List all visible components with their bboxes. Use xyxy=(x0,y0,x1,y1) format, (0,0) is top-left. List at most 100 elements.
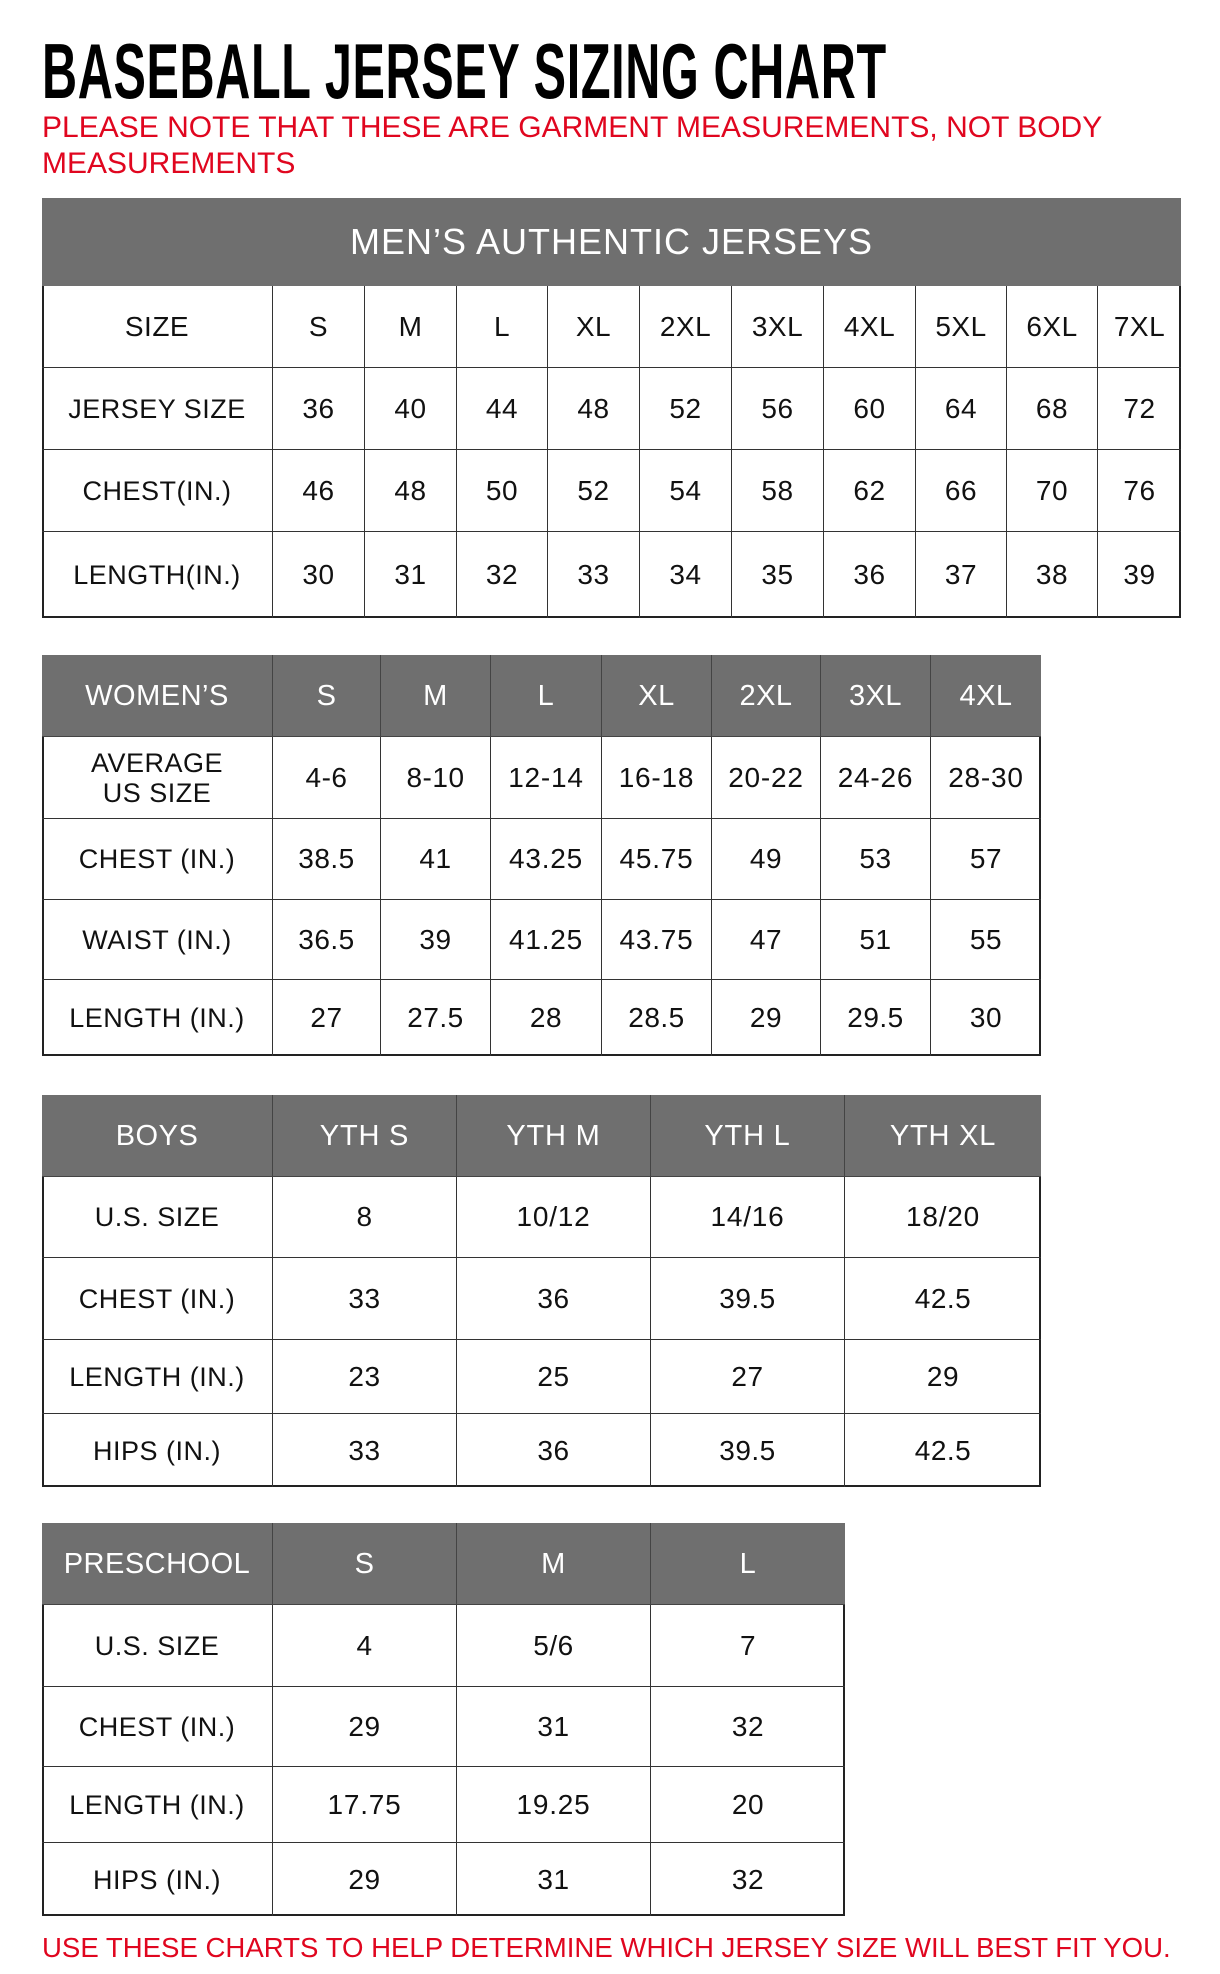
size-header-cell: S xyxy=(273,1523,457,1605)
table-cell: 27 xyxy=(273,980,381,1056)
table-cell: 53 xyxy=(821,819,931,900)
table-cell: 29 xyxy=(712,980,821,1056)
table-cell: 54 xyxy=(640,450,732,532)
table-cell: 32 xyxy=(651,1687,845,1767)
row-label: LENGTH (IN.) xyxy=(42,980,273,1056)
table-cell: 32 xyxy=(731,1863,765,1895)
table-cell: 43.25 xyxy=(491,819,602,900)
table-cell: 51 xyxy=(821,900,931,980)
size-header-cell: L xyxy=(457,286,548,368)
size-header-cell: XL xyxy=(548,286,640,368)
table-cell: 31 xyxy=(457,1687,651,1767)
table-cell: 52 xyxy=(640,368,732,450)
mens-size-table: MEN’S AUTHENTIC JERSEYS SIZE S M L XL 2XL 3XL 4X… xyxy=(42,198,1181,618)
table-cell: 39 xyxy=(1123,559,1156,590)
table-cell: 20 xyxy=(651,1767,845,1843)
table-cell: 28.5 xyxy=(602,980,712,1056)
table-cell: 48 xyxy=(365,450,457,532)
table-cell: 31 xyxy=(457,1843,651,1916)
mens-table-caption: MEN’S AUTHENTIC JERSEYS xyxy=(42,198,1181,286)
table-cell: 40 xyxy=(365,368,457,450)
table-cell: 36 xyxy=(273,368,365,450)
table-cell: 28 xyxy=(491,980,602,1056)
header-label: WOMEN’S xyxy=(42,655,273,737)
table-cell: 16-18 xyxy=(602,737,712,819)
table-cell: 33 xyxy=(273,1414,457,1487)
table-cell: 33 xyxy=(548,532,640,618)
page-title: BASEBALL JERSEY SIZING CHART xyxy=(42,27,887,115)
size-header-cell: 4XL xyxy=(824,286,916,368)
table-cell: 28-30 xyxy=(931,737,1041,819)
table-cell: 57 xyxy=(931,819,1041,900)
size-header-cell: 3XL xyxy=(821,655,931,737)
table-cell: 12-14 xyxy=(491,737,602,819)
table-cell: 29 xyxy=(273,1843,457,1916)
size-header-cell: 6XL xyxy=(1007,286,1098,368)
table-cell: 39.5 xyxy=(651,1258,845,1340)
header-label: SIZE xyxy=(42,286,273,368)
table-cell: 41 xyxy=(381,819,491,900)
table-cell: 43.75 xyxy=(602,900,712,980)
table-cell: 64 xyxy=(916,368,1007,450)
table-cell: 8 xyxy=(273,1177,457,1258)
table-cell: 20-22 xyxy=(712,737,821,819)
row-label: AVERAGE US SIZE xyxy=(42,737,273,819)
table-cell: 30 xyxy=(969,1002,1003,1033)
table-cell: 72 xyxy=(1098,368,1181,450)
size-header-cell: 4XL xyxy=(931,655,1041,737)
size-header-cell: 7XL xyxy=(1098,286,1181,368)
table-cell: 4-6 xyxy=(273,737,381,819)
row-label: CHEST (IN.) xyxy=(42,1258,273,1340)
table-cell: 8-10 xyxy=(381,737,491,819)
table-cell: 39.5 xyxy=(651,1414,845,1487)
table-cell: 29 xyxy=(273,1687,457,1767)
row-label: HIPS (IN.) xyxy=(42,1414,273,1487)
table-cell: 4 xyxy=(273,1605,457,1687)
table-cell: 29 xyxy=(845,1340,1041,1414)
table-cell: 25 xyxy=(457,1340,651,1414)
size-header-cell: XL xyxy=(602,655,712,737)
table-cell: 33 xyxy=(273,1258,457,1340)
table-cell: 60 xyxy=(824,368,916,450)
table-cell: 29.5 xyxy=(821,980,931,1056)
size-header-cell: YTH M xyxy=(457,1095,651,1177)
header-label: BOYS xyxy=(42,1095,273,1177)
table-cell: 42.5 xyxy=(845,1258,1041,1340)
table-cell: 24-26 xyxy=(821,737,931,819)
size-header-cell: 2XL xyxy=(712,655,821,737)
table-cell: 49 xyxy=(712,819,821,900)
table-cell: 36.5 xyxy=(273,900,381,980)
table-cell: 42.5 xyxy=(914,1434,972,1466)
table-cell: 27.5 xyxy=(381,980,491,1056)
size-header-cell: YTH L xyxy=(651,1095,845,1177)
table-cell: 66 xyxy=(916,450,1007,532)
table-cell: 18/20 xyxy=(845,1177,1041,1258)
row-label: LENGTH (IN.) xyxy=(42,1340,273,1414)
row-label: HIPS (IN.) xyxy=(42,1843,273,1916)
womens-size-table: WOMEN’S S M L XL 2XL 3XL 4XL AVERAGE US SIZE 4-6 8… xyxy=(42,655,1041,1056)
table-cell: 36 xyxy=(457,1258,651,1340)
table-cell: 46 xyxy=(273,450,365,532)
table-cell: 41.25 xyxy=(491,900,602,980)
row-label: U.S. SIZE xyxy=(42,1177,273,1258)
table-cell: 70 xyxy=(1007,450,1098,532)
table-cell: 35 xyxy=(732,532,824,618)
table-cell: 32 xyxy=(457,532,548,618)
table-cell: 52 xyxy=(548,450,640,532)
size-header-cell: M xyxy=(381,655,491,737)
table-cell: 56 xyxy=(732,368,824,450)
table-cell: 23 xyxy=(273,1340,457,1414)
table-cell: 7 xyxy=(651,1605,845,1687)
size-header-cell: M xyxy=(457,1523,651,1605)
row-label: LENGTH (IN.) xyxy=(42,1767,273,1843)
size-header-cell: 2XL xyxy=(640,286,732,368)
size-header-cell: YTH XL xyxy=(845,1095,1041,1177)
table-cell: 19.25 xyxy=(457,1767,651,1843)
table-cell: 39 xyxy=(381,900,491,980)
table-cell: 50 xyxy=(457,450,548,532)
table-cell: 37 xyxy=(916,532,1007,618)
header-label: PRESCHOOL xyxy=(42,1523,273,1605)
row-label: CHEST(IN.) xyxy=(42,450,273,532)
size-header-cell: L xyxy=(491,655,602,737)
table-cell: 36 xyxy=(457,1414,651,1487)
